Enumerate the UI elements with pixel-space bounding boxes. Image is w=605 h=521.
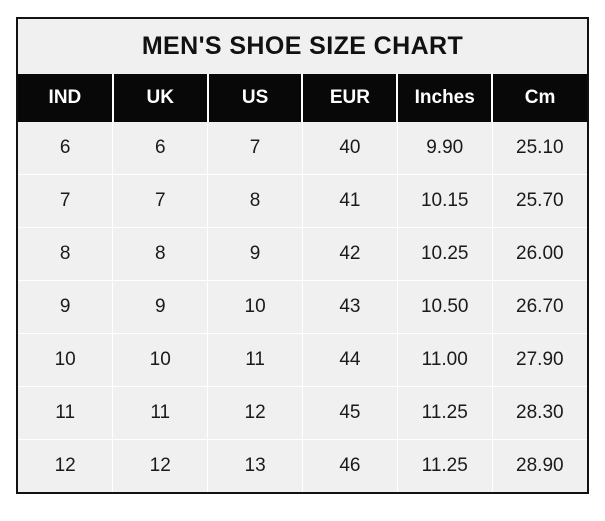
cell-eur: 45 [302,386,398,440]
cell-us: 13 [207,439,303,492]
cell-us: 12 [207,386,303,440]
chart-title: MEN'S SHOE SIZE CHART [18,19,587,74]
cell-us: 9 [207,227,303,281]
table-header: IND UK US EUR Inches Cm [18,74,587,122]
cell-cm: 25.70 [492,174,587,228]
shoe-size-table: IND UK US EUR Inches Cm 6 6 7 40 9.90 25… [18,74,587,492]
table-row: 12 12 13 46 11.25 28.90 [18,439,587,492]
cell-ind: 7 [18,174,114,228]
cell-eur: 44 [302,333,398,387]
header-row: IND UK US EUR Inches Cm [18,74,587,122]
cell-inches: 11.00 [397,333,493,387]
column-header-cm: Cm [492,74,587,122]
cell-uk: 8 [112,227,209,281]
column-header-ind: IND [18,74,114,122]
cell-uk: 12 [112,439,209,492]
cell-us: 10 [207,280,303,334]
cell-inches: 9.90 [397,122,493,175]
table-row: 6 6 7 40 9.90 25.10 [18,122,587,175]
table-row: 9 9 10 43 10.50 26.70 [18,280,587,334]
column-header-us: US [207,74,304,122]
cell-eur: 46 [302,439,398,492]
cell-cm: 28.30 [492,386,587,440]
cell-cm: 25.10 [492,122,587,175]
cell-ind: 11 [18,386,114,440]
table-row: 7 7 8 41 10.15 25.70 [18,174,587,228]
size-chart-container: MEN'S SHOE SIZE CHART IND UK US EUR Inch… [16,17,589,494]
cell-ind: 9 [18,280,114,334]
cell-ind: 8 [18,227,114,281]
table-row: 8 8 9 42 10.25 26.00 [18,227,587,281]
cell-ind: 6 [18,122,114,175]
cell-uk: 9 [112,280,209,334]
cell-uk: 6 [112,122,209,175]
cell-inches: 10.15 [397,174,493,228]
column-header-inches: Inches [397,74,494,122]
table-row: 11 11 12 45 11.25 28.30 [18,386,587,440]
cell-ind: 10 [18,333,114,387]
table-body: 6 6 7 40 9.90 25.10 7 7 8 41 10.15 25.70… [18,122,587,492]
cell-uk: 11 [112,386,209,440]
cell-eur: 43 [302,280,398,334]
cell-inches: 11.25 [397,386,493,440]
cell-ind: 12 [18,439,114,492]
cell-inches: 10.50 [397,280,493,334]
cell-inches: 10.25 [397,227,493,281]
cell-us: 8 [207,174,303,228]
cell-cm: 28.90 [492,439,587,492]
cell-uk: 7 [112,174,209,228]
column-header-uk: UK [112,74,209,122]
cell-eur: 41 [302,174,398,228]
cell-us: 7 [207,122,303,175]
cell-uk: 10 [112,333,209,387]
cell-eur: 42 [302,227,398,281]
cell-cm: 26.70 [492,280,587,334]
cell-cm: 27.90 [492,333,587,387]
column-header-eur: EUR [302,74,399,122]
cell-inches: 11.25 [397,439,493,492]
cell-eur: 40 [302,122,398,175]
cell-us: 11 [207,333,303,387]
cell-cm: 26.00 [492,227,587,281]
table-row: 10 10 11 44 11.00 27.90 [18,333,587,387]
